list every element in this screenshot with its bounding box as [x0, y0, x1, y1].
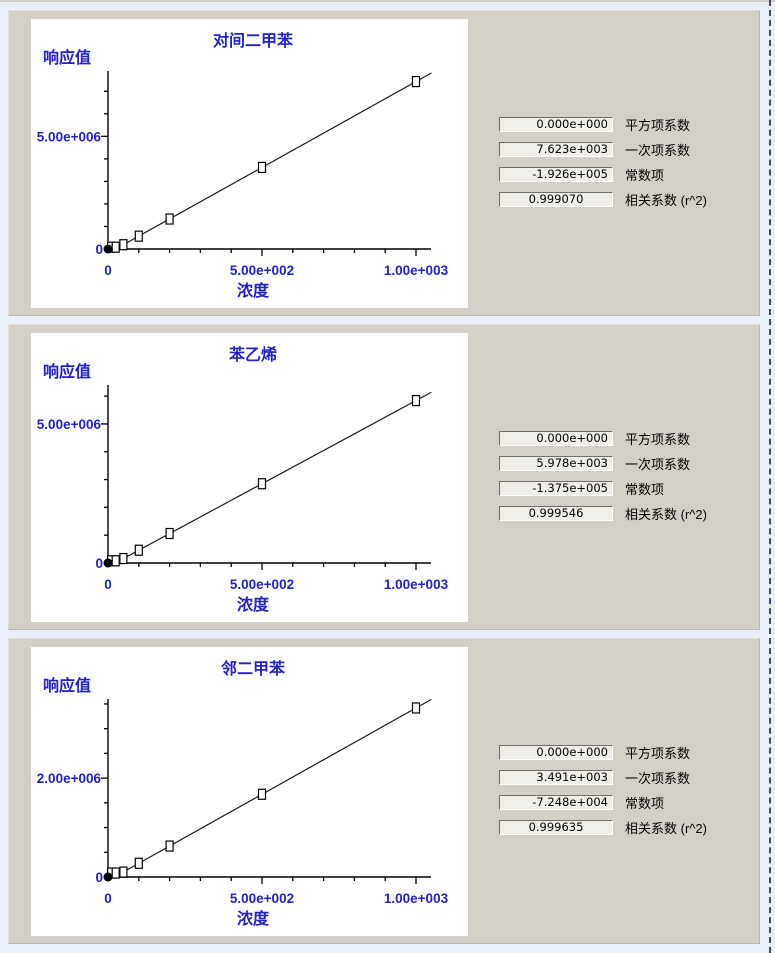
print-margin-dashed-line: [769, 0, 771, 953]
quadratic-coefficient-field: 0.000e+000: [499, 745, 613, 760]
svg-text:浓度: 浓度: [237, 909, 270, 928]
coefficient-fields: 0.000e+000 平方项系数 5.978e+003 一次项系数 -1.375…: [499, 431, 707, 531]
coefficient-row: 0.000e+000 平方项系数: [499, 117, 707, 133]
chart-area: 邻二甲苯响应值 2.00e+006 0 0 5.00e+002 1.00e+003 浓度: [31, 647, 468, 936]
coefficient-row: 0.000e+000 平方项系数: [499, 745, 707, 761]
r-squared-label: 相关系数 (r^2): [625, 193, 707, 208]
svg-text:5.00e+002: 5.00e+002: [230, 263, 294, 278]
svg-text:对间二甲苯: 对间二甲苯: [213, 31, 294, 50]
svg-text:1.00e+003: 1.00e+003: [384, 891, 449, 906]
linear-coefficient-label: 一次项系数: [625, 771, 691, 786]
constant-term-label: 常数项: [625, 168, 665, 183]
svg-text:浓度: 浓度: [237, 281, 270, 300]
svg-text:5.00e+006: 5.00e+006: [37, 417, 102, 432]
svg-text:1.00e+003: 1.00e+003: [384, 263, 449, 278]
coefficient-row: 5.978e+003 一次项系数: [499, 456, 707, 472]
coefficient-row: 0.999070 相关系数 (r^2): [499, 192, 707, 208]
svg-text:0: 0: [95, 242, 103, 257]
coefficient-row: -7.248e+004 常数项: [499, 795, 707, 811]
r-squared-field: 0.999546: [499, 506, 613, 521]
constant-term-label: 常数项: [625, 796, 665, 811]
coefficient-row: -1.375e+005 常数项: [499, 481, 707, 497]
page-top-border: [0, 0, 775, 2]
svg-text:5.00e+006: 5.00e+006: [37, 129, 102, 144]
coefficient-row: 3.491e+003 一次项系数: [499, 770, 707, 786]
r-squared-label: 相关系数 (r^2): [625, 821, 707, 836]
linear-coefficient-label: 一次项系数: [625, 457, 691, 472]
quadratic-coefficient-label: 平方项系数: [625, 746, 691, 761]
r-squared-field: 0.999635: [499, 820, 613, 835]
linear-coefficient-field: 7.623e+003: [499, 142, 613, 157]
svg-text:0: 0: [104, 577, 112, 592]
calibration-panel-1: 对间二甲苯 响应值 5.00e+006 0 0 5.00e+002 1.00e+003 浓度 …: [8, 10, 760, 316]
quadratic-coefficient-field: 0.000e+000: [499, 117, 613, 132]
svg-text:1.00e+003: 1.00e+003: [384, 577, 449, 592]
linear-coefficient-field: 5.978e+003: [499, 456, 613, 471]
r-squared-label: 相关系数 (r^2): [625, 507, 707, 522]
svg-text:2.00e+006: 2.00e+006: [37, 771, 102, 786]
calibration-panel-3: 邻二甲苯响应值 2.00e+006 0 0 5.00e+002 1.00e+003 浓度 0…: [8, 638, 760, 944]
constant-term-field: -7.248e+004: [499, 795, 613, 810]
svg-text:5.00e+002: 5.00e+002: [230, 891, 294, 906]
chart-area: 对间二甲苯响应值 5.00e+006 0 0 5.00e+002 1.00e+003 浓度: [31, 19, 468, 308]
coefficient-row: -1.926e+005 常数项: [499, 167, 707, 183]
svg-text:0: 0: [104, 891, 112, 906]
calibration-panel-2: 苯乙烯响应值 5.00e+006 0 0 5.00e+002 1.00e+003 浓度 0.…: [8, 324, 760, 630]
svg-text:0: 0: [95, 870, 103, 885]
svg-text:响应值: 响应值: [43, 362, 91, 381]
coefficient-fields: 0.000e+000 平方项系数 7.623e+003 一次项系数 -1.926…: [499, 117, 707, 217]
coefficient-row: 0.999546 相关系数 (r^2): [499, 506, 707, 522]
constant-term-field: -1.375e+005: [499, 481, 613, 496]
calibration-report: 对间二甲苯 响应值 5.00e+006 0 0 5.00e+002 1.00e+003 浓度 …: [8, 10, 760, 952]
linear-coefficient-label: 一次项系数: [625, 143, 691, 158]
svg-text:浓度: 浓度: [237, 595, 270, 614]
coefficient-fields: 0.000e+000 平方项系数 3.491e+003 一次项系数 -7.248…: [499, 745, 707, 845]
linear-coefficient-field: 3.491e+003: [499, 770, 613, 785]
constant-term-label: 常数项: [625, 482, 665, 497]
quadratic-coefficient-label: 平方项系数: [625, 118, 691, 133]
svg-text:5.00e+002: 5.00e+002: [230, 577, 294, 592]
quadratic-coefficient-label: 平方项系数: [625, 432, 691, 447]
coefficient-row: 0.999635 相关系数 (r^2): [499, 820, 707, 836]
quadratic-coefficient-field: 0.000e+000: [499, 431, 613, 446]
coefficient-row: 7.623e+003 一次项系数: [499, 142, 707, 158]
svg-text:响应值: 响应值: [43, 676, 91, 695]
svg-text:0: 0: [104, 263, 112, 278]
constant-term-field: -1.926e+005: [499, 167, 613, 182]
svg-text:响应值: 响应值: [43, 48, 91, 67]
coefficient-row: 0.000e+000 平方项系数: [499, 431, 707, 447]
svg-text:苯乙烯: 苯乙烯: [228, 345, 277, 364]
svg-text:邻二甲苯: 邻二甲苯: [221, 659, 286, 678]
svg-text:0: 0: [95, 556, 103, 571]
r-squared-field: 0.999070: [499, 192, 613, 207]
chart-area: 苯乙烯响应值 5.00e+006 0 0 5.00e+002 1.00e+003 浓度: [31, 333, 468, 622]
